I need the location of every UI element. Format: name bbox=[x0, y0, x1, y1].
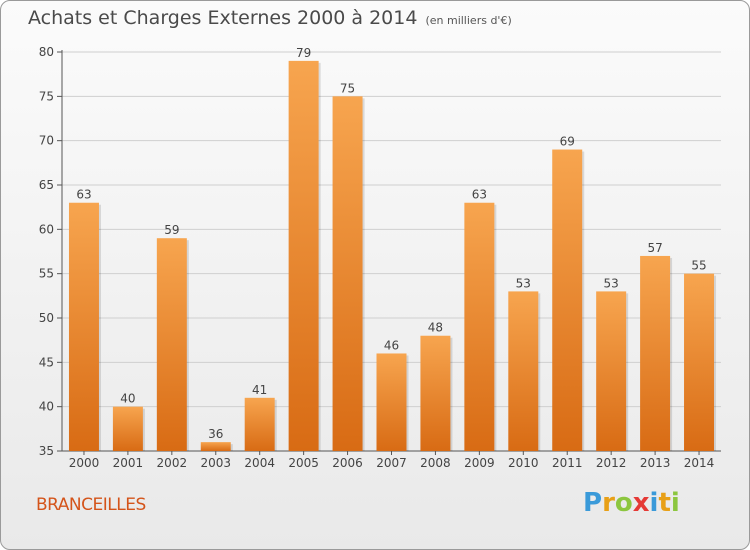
bar-shadow bbox=[538, 293, 541, 451]
x-tick-label-2011: 2011 bbox=[552, 456, 583, 470]
bar-2001 bbox=[112, 406, 143, 451]
x-tick-label-2008: 2008 bbox=[420, 456, 451, 470]
bar-2002 bbox=[156, 238, 187, 451]
value-label-2005: 79 bbox=[296, 46, 311, 60]
bar-2005 bbox=[288, 60, 319, 451]
logo-letter: x bbox=[632, 488, 650, 518]
value-label-2009: 63 bbox=[472, 188, 487, 202]
y-tick-label: 35 bbox=[39, 444, 54, 458]
y-tick-label: 40 bbox=[39, 400, 54, 414]
x-tick-label-2000: 2000 bbox=[69, 456, 100, 470]
logo-letter: P bbox=[583, 488, 603, 518]
value-label-2000: 63 bbox=[76, 188, 91, 202]
y-tick-label: 75 bbox=[39, 89, 54, 103]
value-label-2014: 55 bbox=[691, 259, 706, 273]
y-tick-label: 50 bbox=[39, 311, 54, 325]
bar-2009 bbox=[464, 202, 495, 451]
x-tick-label-2014: 2014 bbox=[684, 456, 715, 470]
bar-shadow bbox=[450, 337, 453, 451]
chart-unit: (en milliers d'€) bbox=[425, 14, 512, 27]
bar-2007 bbox=[376, 353, 407, 451]
y-tick-label: 45 bbox=[39, 355, 54, 369]
x-tick-label-2012: 2012 bbox=[596, 456, 627, 470]
logo-letter: i bbox=[649, 488, 659, 518]
value-label-2004: 41 bbox=[252, 383, 267, 397]
x-tick-label-2002: 2002 bbox=[157, 456, 188, 470]
x-tick-label-2010: 2010 bbox=[508, 456, 539, 470]
logo-letter: r bbox=[602, 488, 615, 518]
x-tick-label-2013: 2013 bbox=[640, 456, 671, 470]
bar-2014 bbox=[684, 273, 715, 451]
bar-2010 bbox=[508, 291, 539, 451]
value-label-2001: 40 bbox=[120, 392, 135, 406]
bar-shadow bbox=[406, 355, 409, 451]
bar-shadow bbox=[318, 62, 321, 451]
value-label-2013: 57 bbox=[647, 241, 662, 255]
value-label-2007: 46 bbox=[384, 338, 399, 352]
x-tick-label-2006: 2006 bbox=[332, 456, 363, 470]
chart-title: Achats et Charges Externes 2000 à 2014 (e… bbox=[28, 7, 512, 29]
x-tick-label-2005: 2005 bbox=[288, 456, 319, 470]
labels: 35 40 45 50 55 60 65 70 75 80 63 2000 40 2001 59 2002 36… bbox=[39, 45, 715, 470]
y-tick-label: 65 bbox=[39, 178, 54, 192]
bar-shadow bbox=[186, 240, 189, 451]
bar-shadow bbox=[274, 399, 277, 451]
y-tick-label: 70 bbox=[39, 134, 54, 148]
bar-2011 bbox=[552, 149, 583, 452]
bar-shadow bbox=[142, 408, 145, 451]
bars bbox=[68, 60, 717, 452]
x-tick-label-2009: 2009 bbox=[464, 456, 495, 470]
chart-title-text: Achats et Charges Externes 2000 à 2014 bbox=[28, 7, 418, 29]
x-tick-label-2007: 2007 bbox=[376, 456, 407, 470]
bar-shadow bbox=[626, 293, 629, 451]
x-tick-label-2004: 2004 bbox=[244, 456, 275, 470]
bar-shadow bbox=[494, 204, 497, 451]
bar-2013 bbox=[640, 255, 671, 451]
commune-name: BRANCEILLES bbox=[36, 495, 146, 515]
logo-letter: i bbox=[670, 488, 680, 518]
bar-shadow bbox=[582, 151, 585, 452]
x-tick-label-2001: 2001 bbox=[113, 456, 144, 470]
logo-letter: t bbox=[658, 488, 671, 518]
y-tick-label: 80 bbox=[39, 45, 54, 59]
value-label-2002: 59 bbox=[164, 223, 179, 237]
bar-shadow bbox=[714, 275, 717, 451]
logo-letter: o bbox=[614, 488, 633, 518]
bar-shadow bbox=[362, 98, 365, 451]
value-label-2008: 48 bbox=[428, 321, 443, 335]
value-label-2010: 53 bbox=[516, 276, 531, 290]
proxiti-logo: Proxiti bbox=[583, 488, 680, 518]
bar-2012 bbox=[596, 291, 627, 451]
value-label-2003: 36 bbox=[208, 427, 223, 441]
bar-shadow bbox=[230, 444, 233, 451]
value-label-2006: 75 bbox=[340, 81, 355, 95]
bar-2004 bbox=[244, 397, 275, 451]
bar-shadow bbox=[670, 257, 673, 451]
bar-2003 bbox=[200, 442, 231, 451]
bar-2008 bbox=[420, 335, 451, 451]
bar-2000 bbox=[68, 202, 99, 451]
value-label-2011: 69 bbox=[560, 135, 575, 149]
y-tick-label: 60 bbox=[39, 222, 54, 236]
bar-shadow bbox=[98, 204, 101, 451]
bar-2006 bbox=[332, 96, 363, 451]
x-tick-label-2003: 2003 bbox=[200, 456, 231, 470]
value-label-2012: 53 bbox=[604, 276, 619, 290]
y-tick-label: 55 bbox=[39, 267, 54, 281]
